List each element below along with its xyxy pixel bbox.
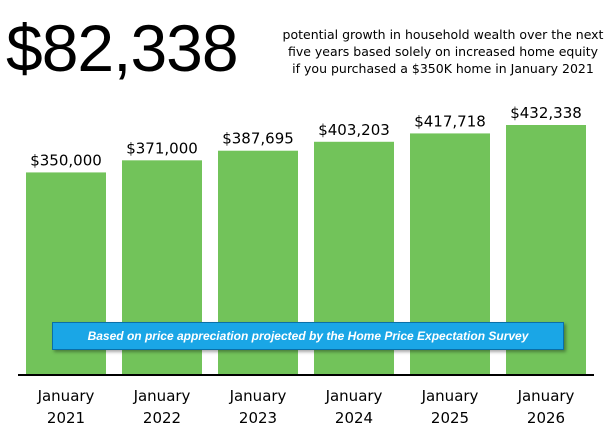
headline-amount: $82,338 [6, 11, 239, 85]
subtitle-line-2: five years based solely on increased hom… [287, 44, 599, 59]
category-label-3-line-2: 2023 [239, 409, 277, 427]
value-label-3: $387,695 [222, 130, 294, 148]
value-label-1: $350,000 [30, 151, 102, 169]
value-label-6: $432,338 [510, 104, 582, 122]
category-label-1-line-2: 2021 [47, 409, 85, 427]
category-label-5-line-2: 2025 [431, 409, 469, 427]
source-banner: Based on price appreciation projected by… [52, 322, 564, 350]
value-label-2: $371,000 [126, 139, 198, 157]
value-label-5: $417,718 [414, 112, 486, 130]
subtitle: potential growth in household wealth ove… [280, 26, 606, 77]
category-label-1-line-1: January [37, 387, 95, 405]
category-label-4-line-1: January [325, 387, 383, 405]
subtitle-line-3: if you purchased a $350K home in January… [292, 61, 594, 76]
category-label-6-line-1: January [517, 387, 575, 405]
category-label-5-line-1: January [421, 387, 479, 405]
category-label-6-line-2: 2026 [527, 409, 565, 427]
category-label-2-line-1: January [133, 387, 191, 405]
category-label-4-line-2: 2024 [335, 409, 373, 427]
value-label-4: $403,203 [318, 121, 390, 139]
category-label-2-line-2: 2022 [143, 409, 181, 427]
subtitle-line-1: potential growth in household wealth ove… [282, 27, 604, 42]
category-label-3-line-1: January [229, 387, 287, 405]
